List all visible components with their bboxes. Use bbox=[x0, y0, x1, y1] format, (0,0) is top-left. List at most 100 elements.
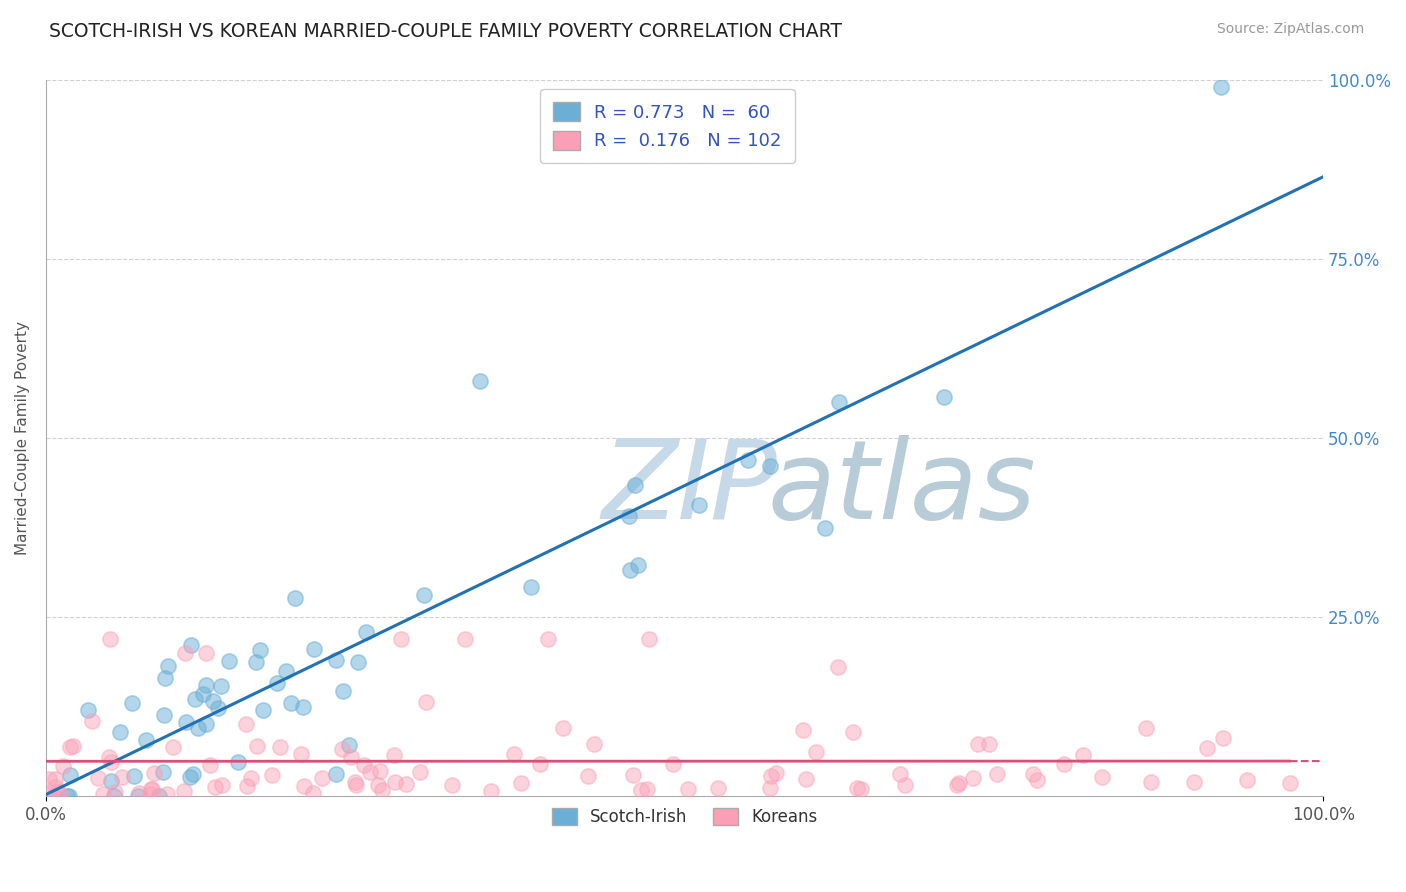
Point bbox=[211, 778, 233, 792]
Point bbox=[967, 737, 990, 751]
Point bbox=[440, 778, 463, 792]
Point bbox=[470, 374, 492, 388]
Point bbox=[91, 788, 114, 802]
Point bbox=[274, 664, 297, 678]
Point bbox=[100, 774, 122, 789]
Point bbox=[148, 789, 170, 803]
Point bbox=[759, 780, 782, 795]
Point bbox=[813, 521, 835, 535]
Point bbox=[269, 739, 291, 754]
Point bbox=[371, 783, 394, 797]
Point bbox=[226, 755, 249, 769]
Point bbox=[191, 687, 214, 701]
Point bbox=[325, 652, 347, 666]
Point bbox=[367, 778, 389, 792]
Point bbox=[39, 788, 62, 802]
Point bbox=[179, 770, 201, 784]
Point bbox=[408, 764, 430, 779]
Point bbox=[337, 738, 360, 752]
Point bbox=[1236, 773, 1258, 788]
Point bbox=[453, 632, 475, 647]
Point bbox=[262, 767, 284, 781]
Point bbox=[249, 642, 271, 657]
Point bbox=[621, 768, 644, 782]
Point bbox=[128, 786, 150, 800]
Point bbox=[551, 721, 574, 735]
Point bbox=[236, 779, 259, 793]
Point bbox=[135, 732, 157, 747]
Point bbox=[827, 660, 849, 674]
Point bbox=[187, 722, 209, 736]
Point bbox=[139, 782, 162, 797]
Point bbox=[626, 558, 648, 572]
Point bbox=[638, 632, 661, 646]
Point bbox=[354, 624, 377, 639]
Point bbox=[706, 780, 728, 795]
Point bbox=[1071, 748, 1094, 763]
Point bbox=[1022, 767, 1045, 781]
Point bbox=[737, 452, 759, 467]
Legend: Scotch-Irish, Koreans: Scotch-Irish, Koreans bbox=[544, 799, 825, 834]
Point bbox=[86, 771, 108, 785]
Point bbox=[111, 770, 134, 784]
Point bbox=[537, 632, 560, 646]
Point bbox=[139, 787, 162, 801]
Point bbox=[636, 781, 658, 796]
Point bbox=[1053, 757, 1076, 772]
Point bbox=[121, 696, 143, 710]
Point bbox=[630, 783, 652, 797]
Point bbox=[103, 789, 125, 803]
Point bbox=[761, 769, 783, 783]
Point bbox=[792, 723, 814, 737]
Point bbox=[141, 782, 163, 797]
Point bbox=[619, 563, 641, 577]
Point bbox=[1212, 731, 1234, 746]
Point bbox=[194, 678, 217, 692]
Point bbox=[58, 789, 80, 803]
Point bbox=[1209, 80, 1232, 95]
Point bbox=[302, 786, 325, 800]
Point bbox=[218, 654, 240, 668]
Point bbox=[413, 588, 436, 602]
Point bbox=[389, 632, 412, 646]
Point bbox=[280, 696, 302, 710]
Point bbox=[42, 789, 65, 803]
Point bbox=[202, 694, 225, 708]
Point bbox=[353, 758, 375, 772]
Point bbox=[46, 785, 69, 799]
Point bbox=[765, 766, 787, 780]
Point bbox=[977, 738, 1000, 752]
Point bbox=[52, 759, 75, 773]
Point bbox=[142, 765, 165, 780]
Point bbox=[44, 780, 66, 795]
Point bbox=[59, 768, 82, 782]
Point bbox=[1278, 776, 1301, 790]
Point bbox=[827, 395, 849, 409]
Point bbox=[235, 717, 257, 731]
Point bbox=[948, 776, 970, 790]
Point bbox=[1182, 774, 1205, 789]
Point bbox=[266, 676, 288, 690]
Point bbox=[576, 769, 599, 783]
Point bbox=[181, 766, 204, 780]
Point bbox=[127, 789, 149, 803]
Point bbox=[340, 750, 363, 764]
Point bbox=[1135, 721, 1157, 735]
Point bbox=[347, 655, 370, 669]
Point bbox=[239, 771, 262, 785]
Point bbox=[529, 756, 551, 771]
Text: ZIP: ZIP bbox=[602, 434, 778, 541]
Point bbox=[207, 701, 229, 715]
Point bbox=[368, 764, 391, 778]
Point bbox=[122, 769, 145, 783]
Point bbox=[38, 772, 60, 787]
Point bbox=[415, 695, 437, 709]
Point bbox=[395, 777, 418, 791]
Point bbox=[194, 717, 217, 731]
Point bbox=[153, 671, 176, 685]
Point bbox=[152, 765, 174, 780]
Point bbox=[100, 756, 122, 770]
Point bbox=[382, 748, 405, 763]
Point bbox=[330, 741, 353, 756]
Point bbox=[1197, 740, 1219, 755]
